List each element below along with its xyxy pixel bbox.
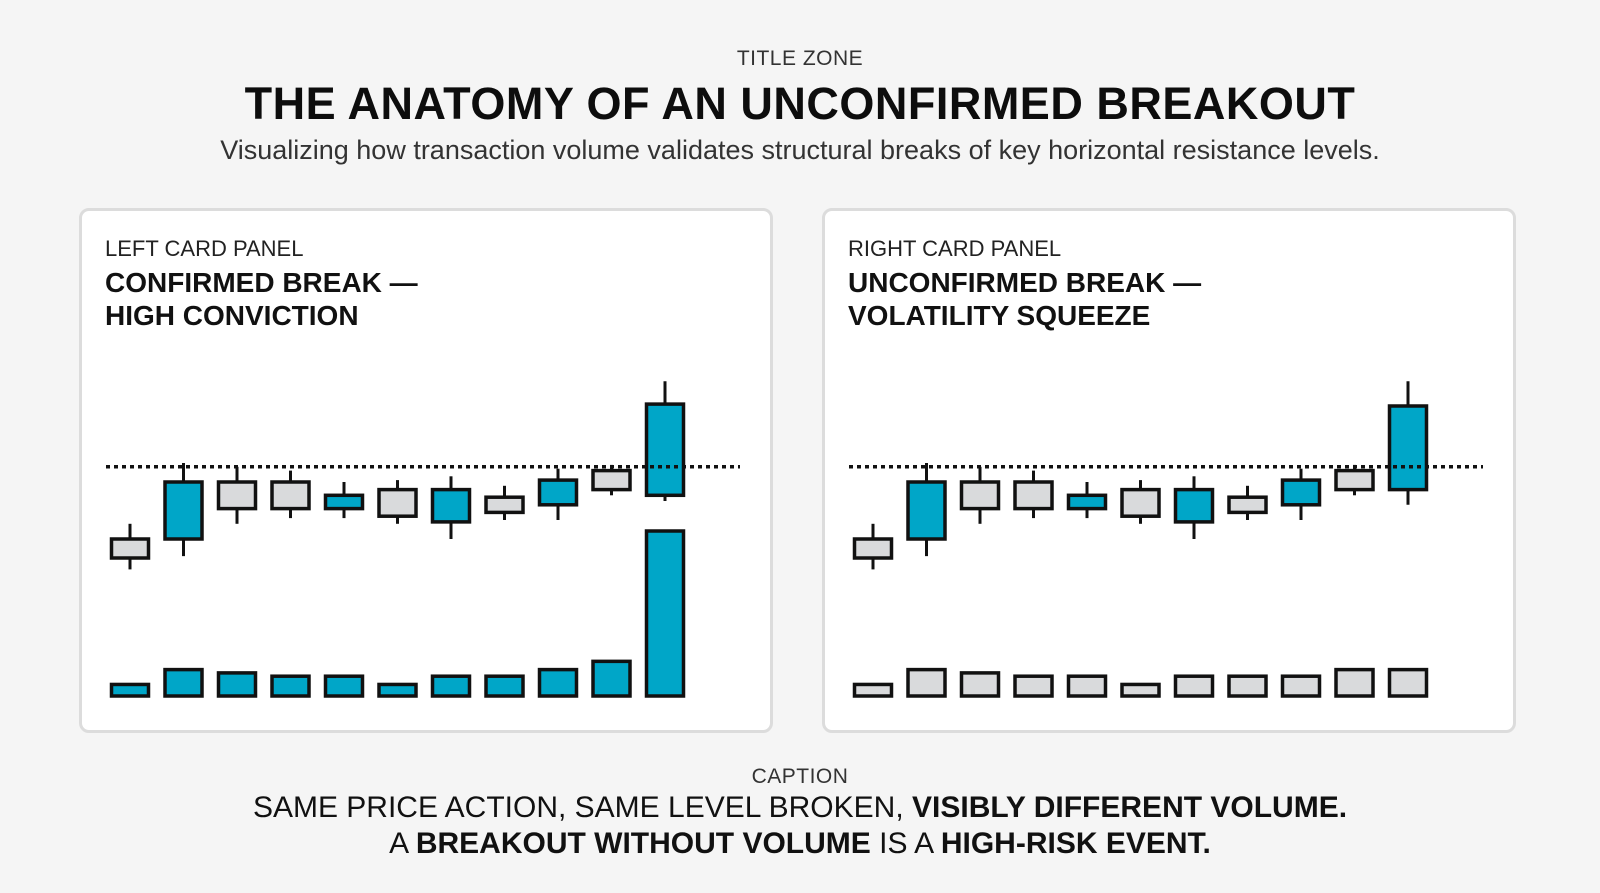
left-card-title: CONFIRMED BREAK — HIGH CONVICTION <box>105 267 418 331</box>
volume-bar <box>216 671 258 698</box>
candle-body <box>270 480 311 511</box>
caption-label: CAPTION <box>751 765 849 788</box>
volume-bar <box>959 671 1001 698</box>
volume-bar <box>906 667 947 698</box>
volume-bar <box>109 682 151 698</box>
volume-bar <box>644 529 686 698</box>
volume-bar <box>484 674 525 698</box>
candle-body <box>852 537 894 560</box>
candle-body <box>591 468 632 492</box>
candle-body <box>1387 404 1429 492</box>
page-subtitle: Visualizing how transaction volume valid… <box>220 135 1380 165</box>
candle-body <box>644 402 686 498</box>
volume-bar <box>1173 674 1215 698</box>
left-card-panel: LEFT CARD PANEL CONFIRMED BREAK — HIGH C… <box>79 208 773 733</box>
volume-bar <box>1387 667 1429 698</box>
right-card-panel: RIGHT CARD PANEL UNCONFIRMED BREAK — VOL… <box>822 208 1516 733</box>
candle-body <box>1334 468 1375 492</box>
left-card-label: LEFT CARD PANEL <box>105 236 304 261</box>
volume-bar <box>163 667 204 698</box>
candle-body <box>1013 480 1054 511</box>
caption-text: SAME PRICE ACTION, SAME LEVEL BROKEN, <box>252 791 912 824</box>
candle-body <box>1173 487 1215 524</box>
volume-bar <box>323 674 365 698</box>
left-candlestick-chart <box>106 381 740 698</box>
candle-body <box>216 480 258 511</box>
page-title: THE ANATOMY OF AN UNCONFIRMED BREAKOUT <box>244 78 1356 129</box>
volume-bar <box>430 674 472 698</box>
candle-body <box>959 480 1001 511</box>
caption-line-1: SAME PRICE ACTION, SAME LEVEL BROKEN, VI… <box>0 791 1600 825</box>
volume-bar <box>1280 674 1322 698</box>
volume-bar <box>1334 667 1375 698</box>
volume-bar <box>1013 674 1054 698</box>
volume-bar <box>1227 674 1268 698</box>
volume-bar <box>852 682 894 698</box>
candle-body <box>537 478 579 507</box>
candle-body <box>377 487 418 518</box>
caption-line-2: A BREAKOUT WITHOUT VOLUME IS A HIGH-RISK… <box>0 827 1600 861</box>
candle-body <box>1227 495 1268 515</box>
candle-body <box>1066 493 1108 511</box>
candle-body <box>1120 487 1161 518</box>
caption-emphasis: VISIBLY DIFFERENT VOLUME. <box>912 791 1348 824</box>
right-card-label: RIGHT CARD PANEL <box>848 236 1062 261</box>
candle-body <box>163 480 204 541</box>
volume-bar <box>537 667 579 698</box>
caption-text: IS A <box>870 827 941 860</box>
caption-emphasis: HIGH-RISK EVENT. <box>940 827 1211 860</box>
candle-body <box>906 480 947 541</box>
caption-text: A <box>389 827 416 860</box>
title-zone-label: TITLE ZONE <box>736 47 864 70</box>
candle-body <box>484 495 525 515</box>
volume-bar <box>377 682 418 698</box>
right-card-title: UNCONFIRMED BREAK — VOLATILITY SQUEEZE <box>848 267 1202 331</box>
candle-body <box>323 493 365 511</box>
right-candlestick-chart <box>849 381 1483 698</box>
volume-bar <box>591 659 632 698</box>
candle-body <box>1280 478 1322 507</box>
candle-body <box>109 537 151 560</box>
caption-emphasis: BREAKOUT WITHOUT VOLUME <box>415 827 871 860</box>
volume-bar <box>1120 682 1161 698</box>
volume-bar <box>270 674 311 698</box>
volume-bar <box>1066 674 1108 698</box>
candle-body <box>430 487 472 524</box>
